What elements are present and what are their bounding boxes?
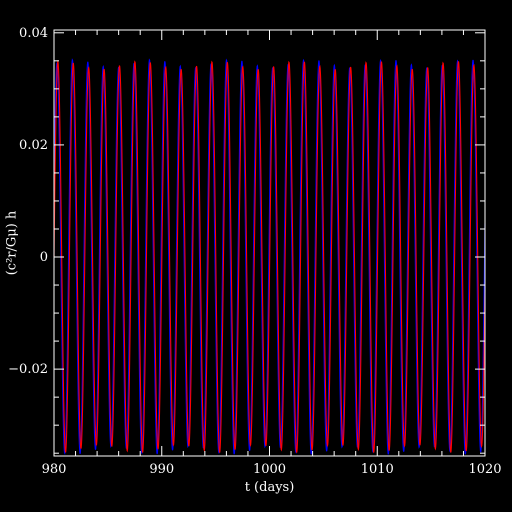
series-line-2 <box>53 60 486 453</box>
tick-layer: 980 990 1000 1010 1020 −0.02 0 0.02 0.04 <box>8 26 501 477</box>
y-tick-label: 0.04 <box>19 26 48 41</box>
x-tick-label: 1020 <box>468 462 501 477</box>
series-layer <box>53 58 486 456</box>
y-tick-label: −0.02 <box>8 362 48 377</box>
x-tick-label: 1000 <box>253 462 286 477</box>
x-tick-label: 990 <box>149 462 174 477</box>
x-tick-label: 980 <box>42 462 67 477</box>
y-tick-label: 0.02 <box>19 138 48 153</box>
series-line-1 <box>53 58 486 456</box>
y-tick-label: 0 <box>40 250 48 265</box>
y-axis-label: (c²r/Gμ) h <box>5 210 20 275</box>
x-axis-label: t (days) <box>245 480 295 495</box>
x-tick-label: 1010 <box>361 462 394 477</box>
